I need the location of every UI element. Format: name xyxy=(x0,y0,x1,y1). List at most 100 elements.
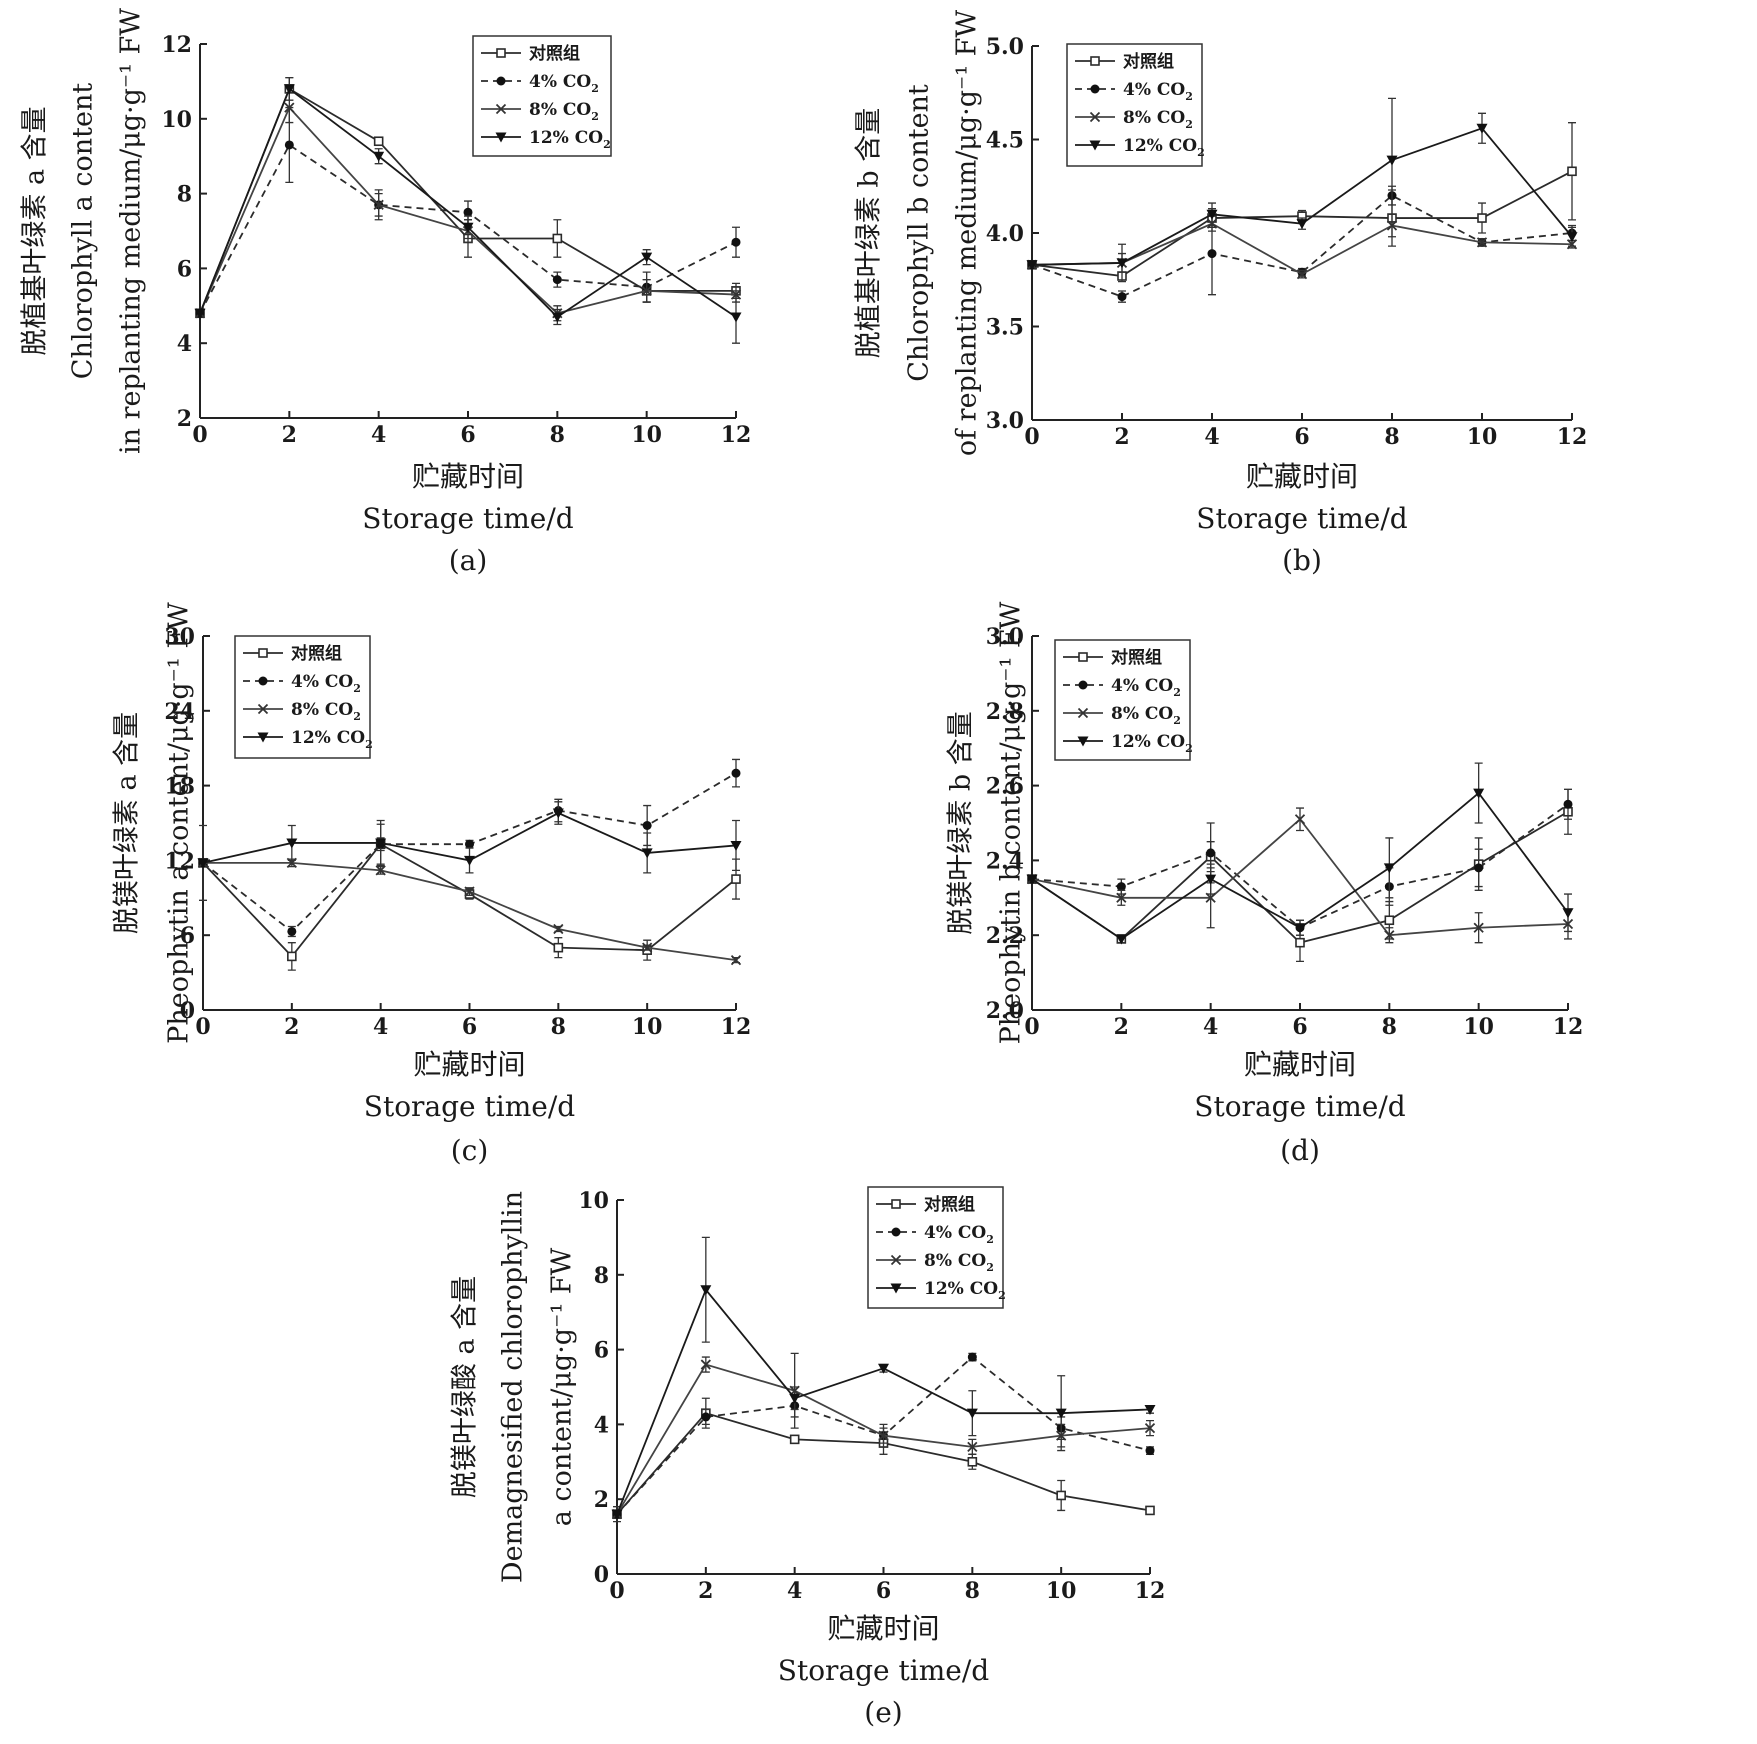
y-axis-label: 脱镁叶绿酸 a 含量 xyxy=(450,1276,481,1498)
x-tick-label: 8 xyxy=(550,422,565,448)
x-tick-label: 0 xyxy=(609,1578,624,1604)
data-point xyxy=(1117,292,1127,302)
x-axis-label: 贮藏时间 xyxy=(1246,460,1358,493)
y-axis-label: 脱镁叶绿素 b 含量 xyxy=(946,711,977,934)
data-point xyxy=(552,275,562,285)
data-point xyxy=(611,1509,623,1520)
data-point xyxy=(701,1412,711,1422)
y-tick-label: 12 xyxy=(164,848,195,874)
legend-box xyxy=(1054,639,1191,761)
legend-marker xyxy=(496,76,506,86)
data-point xyxy=(700,1285,712,1296)
data-point xyxy=(375,865,386,876)
legend-label: 对照组 xyxy=(1123,51,1174,72)
x-tick-label: 10 xyxy=(1046,1578,1077,1604)
y-tick-label: 2.8 xyxy=(986,699,1024,725)
y-axis-label: 脱植基叶绿素 a 含量 xyxy=(20,106,51,355)
x-axis-label: 贮藏时间 xyxy=(1244,1048,1356,1081)
data-point xyxy=(641,252,653,263)
data-point xyxy=(464,855,475,866)
data-point xyxy=(1144,1404,1156,1415)
data-point xyxy=(1116,258,1128,269)
x-axis-label: 贮藏时间 xyxy=(412,460,524,493)
legend-label: 4% CO2 xyxy=(529,72,599,95)
legend-marker xyxy=(495,103,507,115)
legend-marker xyxy=(890,1283,902,1294)
y-axis-label: of replanting medium/μg·g⁻¹ FW xyxy=(952,10,983,457)
data-point xyxy=(373,151,385,162)
data-point xyxy=(1386,155,1398,166)
legend-marker xyxy=(1089,111,1101,123)
y-axis-label: Pheophytin a content/μg·g⁻¹ FW xyxy=(164,602,195,1044)
legend-marker xyxy=(496,48,506,58)
x-tick-label: 6 xyxy=(462,1014,477,1040)
data-point xyxy=(1386,220,1398,231)
y-axis-label: in replanting medium/μg·g⁻¹ FW xyxy=(116,8,147,454)
y-tick-label: 2.0 xyxy=(986,998,1024,1024)
y-tick-label: 18 xyxy=(164,774,195,800)
data-point xyxy=(552,233,563,244)
data-point xyxy=(553,923,564,935)
legend-marker xyxy=(1077,736,1089,747)
y-tick-label: 3.0 xyxy=(986,624,1024,650)
data-point xyxy=(1026,874,1038,885)
x-tick-label: 6 xyxy=(460,422,475,448)
x-tick-label: 0 xyxy=(192,422,207,448)
panel-label: (e) xyxy=(864,1696,902,1729)
panel-label: (b) xyxy=(1282,544,1322,577)
legend-label: 对照组 xyxy=(291,643,342,664)
data-point xyxy=(1476,123,1488,134)
legend-label: 4% CO2 xyxy=(1111,676,1181,699)
legend-label: 12% CO2 xyxy=(1111,732,1193,755)
series-4 xyxy=(611,1236,1156,1520)
legend: 对照组 4% CO2 8% CO2 12% CO2 xyxy=(472,35,612,157)
x-tick-label: 2 xyxy=(284,1014,299,1040)
legend-label: 12% CO2 xyxy=(291,728,373,751)
series-line xyxy=(616,1288,1151,1515)
y-tick-label: 0 xyxy=(180,998,195,1024)
x-tick-label: 2 xyxy=(1114,1014,1129,1040)
x-tick-label: 4 xyxy=(1203,1014,1218,1040)
chart-panel-4: 2.0 2.2 2.4 2.6 2.8 3.0 0 2 4 6 8 10 12 对照组 4% CO2 8% C… xyxy=(946,601,1584,1167)
x-axis-label: Storage time/d xyxy=(364,1090,576,1123)
data-point xyxy=(1566,232,1578,243)
y-tick-label: 2.2 xyxy=(986,923,1024,949)
chart-panel-5: 0 2 4 6 8 10 0 2 4 6 8 10 12 对照组 4% CO2 8% CO2 12% CO2 脱镁… xyxy=(450,1186,1165,1729)
data-point xyxy=(642,942,653,953)
data-point xyxy=(730,312,742,323)
legend: 对照组 4% CO2 8% CO2 12% CO2 xyxy=(1054,639,1193,761)
legend-marker xyxy=(1090,56,1100,66)
legend: 对照组 4% CO2 8% CO2 12% CO2 xyxy=(1066,43,1205,167)
data-point xyxy=(789,1393,801,1404)
legend-label: 8% CO2 xyxy=(291,700,361,723)
x-tick-label: 4 xyxy=(1204,424,1219,450)
data-point xyxy=(730,840,742,851)
legend-label: 12% CO2 xyxy=(924,1279,1006,1302)
data-point xyxy=(641,848,653,859)
data-point xyxy=(700,1359,711,1370)
legend: 对照组 4% CO2 8% CO2 12% CO2 xyxy=(234,635,373,759)
x-tick-label: 10 xyxy=(632,1014,663,1040)
x-tick-label: 8 xyxy=(551,1014,566,1040)
x-tick-label: 10 xyxy=(631,422,662,448)
series-line xyxy=(1031,222,1573,276)
x-tick-label: 8 xyxy=(1382,1014,1397,1040)
data-point xyxy=(1145,1446,1155,1456)
legend-marker xyxy=(495,132,507,143)
data-point xyxy=(464,886,475,897)
data-point xyxy=(194,308,206,319)
panel-label: (c) xyxy=(451,1134,489,1167)
data-point xyxy=(1295,937,1305,948)
x-tick-label: 12 xyxy=(721,1014,752,1040)
x-tick-label: 4 xyxy=(373,1014,388,1040)
x-tick-label: 2 xyxy=(1114,424,1129,450)
legend-marker xyxy=(891,1227,901,1237)
data-point xyxy=(967,1352,977,1362)
x-tick-label: 4 xyxy=(787,1578,802,1604)
x-tick-label: 12 xyxy=(721,422,752,448)
data-point xyxy=(1384,930,1395,941)
series-4 xyxy=(194,77,742,344)
data-point xyxy=(552,808,564,819)
data-point xyxy=(284,102,295,113)
